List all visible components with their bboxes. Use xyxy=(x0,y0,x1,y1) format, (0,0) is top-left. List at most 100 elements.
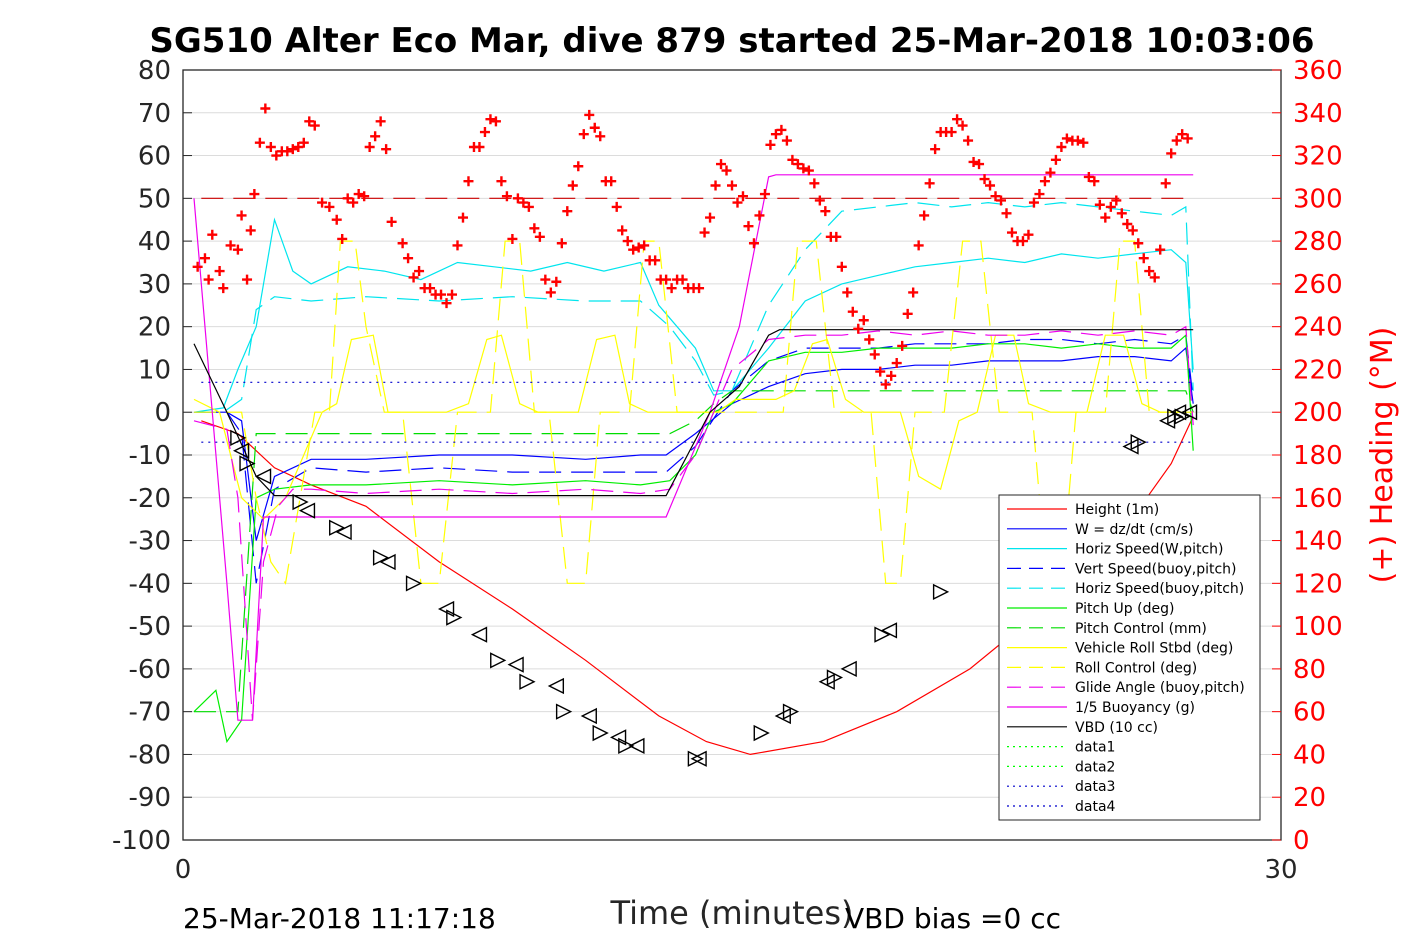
x-tick-label: 0 xyxy=(175,855,192,885)
heading-marker xyxy=(864,334,875,345)
heading-marker xyxy=(710,180,721,191)
depth-marker xyxy=(547,677,565,695)
heading-marker xyxy=(781,135,792,146)
depth-marker xyxy=(555,703,573,720)
left-tick-label: 60 xyxy=(138,142,171,172)
depth-marker xyxy=(507,656,524,673)
heading-marker xyxy=(364,142,375,152)
heading-marker xyxy=(375,116,386,127)
heading-marker xyxy=(1177,129,1188,140)
depth-marker xyxy=(470,626,488,643)
right-tick-label: 220 xyxy=(1293,355,1343,385)
heading-marker xyxy=(809,178,820,189)
heading-marker xyxy=(990,191,1001,202)
heading-marker xyxy=(787,154,798,165)
legend-label-horiz_w: Horiz Speed(W,pitch) xyxy=(1075,542,1223,558)
heading-marker xyxy=(1160,178,1171,189)
series-line-horiz_w xyxy=(193,217,1194,413)
heading-marker xyxy=(952,114,963,125)
heading-marker xyxy=(803,165,814,176)
heading-marker xyxy=(523,201,534,212)
left-tick-label: -20 xyxy=(129,484,171,514)
heading-marker xyxy=(798,163,809,174)
heading-marker xyxy=(974,159,985,170)
right-tick-label: 340 xyxy=(1293,99,1343,129)
heading-marker xyxy=(968,156,979,167)
heading-marker xyxy=(1006,227,1017,238)
right-tick-label: 20 xyxy=(1293,783,1326,813)
left-tick-label: -70 xyxy=(129,698,171,728)
heading-marker xyxy=(490,116,501,127)
heading-marker xyxy=(737,191,748,202)
heading-marker xyxy=(611,201,622,212)
legend-label-vert_buoy: Vert Speed(buoy,pitch) xyxy=(1075,561,1237,577)
heading-marker xyxy=(507,233,518,244)
heading-marker xyxy=(902,308,913,319)
right-tick-label: 320 xyxy=(1293,142,1343,172)
depth-marker xyxy=(1130,434,1147,451)
legend-label-w: W = dz/dt (cm/s) xyxy=(1075,522,1194,538)
legend: Height (1m) W = dz/dt (cm/s) Horiz Speed(W… xyxy=(998,494,1261,821)
right-tick-label: 80 xyxy=(1293,655,1326,685)
depth-marker xyxy=(239,455,256,472)
heading-marker xyxy=(1083,171,1094,182)
series-line-w xyxy=(194,346,1194,541)
heading-marker xyxy=(1001,208,1012,219)
heading-marker xyxy=(897,340,908,351)
legend-label-data2: data2 xyxy=(1075,759,1115,775)
depth-marker xyxy=(298,502,316,519)
depth-marker xyxy=(254,468,272,485)
heading-marker xyxy=(287,144,298,155)
heading-marker xyxy=(1133,238,1144,249)
depth-marker xyxy=(379,553,396,571)
heading-marker xyxy=(963,135,974,146)
depth-marker xyxy=(1174,408,1191,425)
heading-marker xyxy=(353,189,364,200)
left-tick-label: 0 xyxy=(154,398,171,428)
right-tick-label: 260 xyxy=(1293,270,1343,300)
heading-marker xyxy=(436,289,447,300)
depth-marker xyxy=(490,652,507,669)
depth-marker xyxy=(826,669,844,686)
right-tick-label: 300 xyxy=(1293,184,1343,214)
heading-marker xyxy=(317,197,328,208)
right-tick-label: 100 xyxy=(1293,612,1343,642)
legend-label-height: Height (1m) xyxy=(1075,502,1159,518)
heading-marker xyxy=(666,283,677,294)
heading-marker xyxy=(309,120,320,131)
legend-label-buoyancy: 1/5 Buoyancy (g) xyxy=(1075,700,1195,716)
heading-marker xyxy=(770,129,781,140)
x-tick-label: 30 xyxy=(1264,855,1297,885)
heading-marker xyxy=(242,274,253,285)
heading-marker xyxy=(479,127,490,138)
left-tick-label: 20 xyxy=(138,313,171,343)
heading-marker xyxy=(370,131,381,142)
left-tick-label: 70 xyxy=(138,99,171,129)
depth-marker xyxy=(405,575,423,592)
series-line-roll_ctrl xyxy=(194,240,1194,585)
heading-marker xyxy=(414,266,425,277)
heading-marker xyxy=(1017,236,1028,247)
heading-marker xyxy=(254,137,265,148)
left-tick-label: -100 xyxy=(112,826,171,856)
left-tick-label: -10 xyxy=(129,441,171,471)
heading-marker xyxy=(919,210,930,221)
heading-marker xyxy=(457,212,468,223)
depth-marker xyxy=(628,737,645,755)
heading-marker xyxy=(875,366,886,377)
heading-marker xyxy=(584,109,595,120)
depth-marker xyxy=(592,724,609,742)
heading-marker xyxy=(716,159,727,170)
heading-marker xyxy=(304,116,315,127)
heading-marker xyxy=(534,231,545,242)
depth-marker xyxy=(335,523,352,541)
heading-marker xyxy=(397,238,408,249)
heading-marker xyxy=(249,189,260,200)
legend-label-vbd: VBD (10 cc) xyxy=(1075,720,1158,736)
heading-marker xyxy=(705,212,716,223)
heading-marker xyxy=(452,240,463,251)
heading-marker xyxy=(765,139,776,150)
heading-marker xyxy=(518,197,529,208)
depth-marker xyxy=(329,519,346,536)
right-axis-label: (+) Heading (°M) xyxy=(1365,327,1400,584)
